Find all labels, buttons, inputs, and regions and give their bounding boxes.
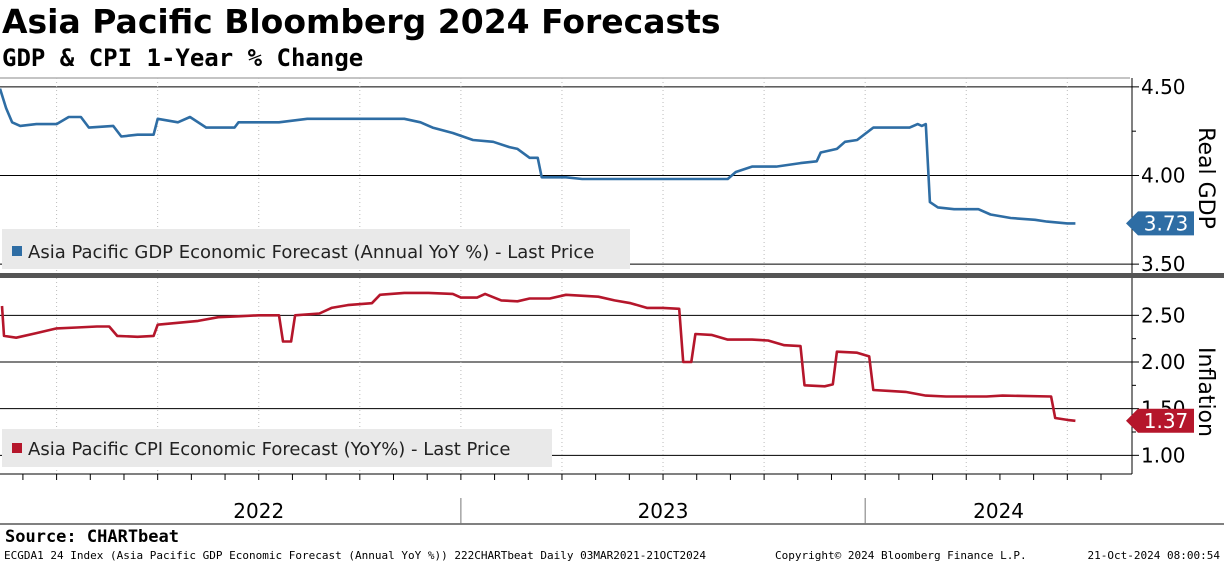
gdp-axis-title: Real GDP (1193, 127, 1218, 229)
cpi-badge-label: 1.37 (1144, 409, 1189, 433)
panel-separator (0, 273, 1224, 278)
cpi-last-value-badge: 1.37 (1126, 408, 1194, 433)
cpi-y-axis: 1.001.502.002.50 (1131, 278, 1186, 474)
source-label: Source: CHARTbeat (5, 527, 179, 547)
gdp-y-tick-label: 4.00 (1141, 164, 1186, 188)
chart-subtitle: GDP & CPI 1-Year % Change (2, 44, 364, 72)
cpi-legend-label: Asia Pacific CPI Economic Forecast (YoY%… (28, 439, 510, 460)
cpi-series-line (0, 291, 1076, 423)
x-year-label: 2023 (638, 499, 689, 523)
cpi-badge-shape (1126, 408, 1194, 433)
cpi-y-tick-label: 2.50 (1141, 303, 1186, 327)
gdp-panel: Asia Pacific GDP Economic Forecast (Annu… (0, 75, 1218, 276)
gdp-vertical-gridlines (56, 78, 1068, 273)
chart-title: Asia Pacific Bloomberg 2024 Forecasts (2, 2, 721, 41)
gdp-series-line (0, 88, 1076, 225)
gdp-legend-label: Asia Pacific GDP Economic Forecast (Annu… (28, 242, 594, 263)
gdp-badge-label: 3.73 (1144, 211, 1189, 235)
cpi-legend-box (2, 429, 552, 467)
x-year-label: 2022 (233, 499, 284, 523)
footer-index-info: ECGDA1 24 Index (Asia Pacific GDP Econom… (4, 549, 706, 562)
cpi-y-tick-label: 1.00 (1141, 443, 1186, 467)
gdp-badge-shape (1126, 211, 1194, 236)
footer-copyright: Copyright© 2024 Bloomberg Finance L.P. (775, 549, 1027, 562)
cpi-legend-swatch (12, 443, 22, 453)
gdp-legend-swatch (12, 246, 22, 256)
gdp-y-tick-label: 4.50 (1141, 75, 1186, 99)
cpi-y-tick-label: 2.00 (1141, 350, 1186, 374)
x-year-label: 2024 (973, 499, 1024, 523)
cpi-vertical-gridlines (56, 278, 1068, 474)
gdp-y-tick-label: 3.50 (1141, 252, 1186, 276)
x-axis: 2022 2023 2024 (0, 473, 1224, 525)
gdp-y-axis: 3.50 4.00 4.50 (1131, 75, 1186, 276)
cpi-panel: Asia Pacific CPI Economic Forecast (YoY%… (0, 278, 1218, 474)
footer-timestamp: 21-Oct-2024 08:00:54 (1087, 549, 1220, 562)
gdp-last-value-badge: 3.73 (1126, 211, 1194, 236)
gdp-legend-box (2, 229, 630, 269)
cpi-axis-title: Inflation (1193, 347, 1218, 437)
